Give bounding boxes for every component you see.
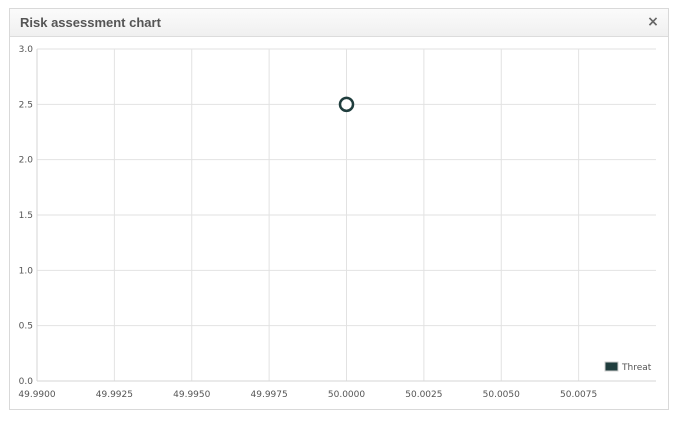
- y-tick-label: 2.5: [19, 100, 33, 110]
- panel-header: Risk assessment chart ×: [10, 9, 668, 37]
- legend: Threat: [604, 361, 652, 373]
- panel-title: Risk assessment chart: [20, 15, 161, 30]
- x-tick-label: 50.0075: [560, 390, 597, 400]
- y-tick-label: 3.0: [19, 45, 34, 55]
- legend-label: Threat: [621, 363, 652, 373]
- x-tick-label: 49.9925: [96, 390, 133, 400]
- x-tick-label: 49.9900: [18, 390, 55, 400]
- x-tick-label: 49.9975: [251, 390, 288, 400]
- close-button[interactable]: ×: [647, 14, 659, 30]
- y-tick-label: 1.0: [19, 266, 34, 276]
- chart-panel: Risk assessment chart ×: [9, 8, 669, 410]
- y-tick-label: 0.0: [19, 377, 34, 387]
- legend-swatch: [604, 361, 619, 372]
- x-tick-label: 50.0050: [483, 390, 520, 400]
- y-tick-label: 2.0: [19, 156, 34, 166]
- data-point: [338, 96, 355, 113]
- y-tick-label: 1.5: [19, 211, 33, 221]
- y-tick-label: 0.5: [19, 322, 33, 332]
- data-points: [338, 96, 355, 113]
- x-tick-label: 50.0025: [405, 390, 442, 400]
- axes: [36, 49, 656, 382]
- x-tick-label: 50.0000: [328, 390, 365, 400]
- tick-labels: 0.0 0.5 1.0 1.5 2.0 2.5 3.0 49.9900 49.9925 49.99…: [18, 45, 597, 400]
- x-tick-label: 49.9950: [173, 390, 210, 400]
